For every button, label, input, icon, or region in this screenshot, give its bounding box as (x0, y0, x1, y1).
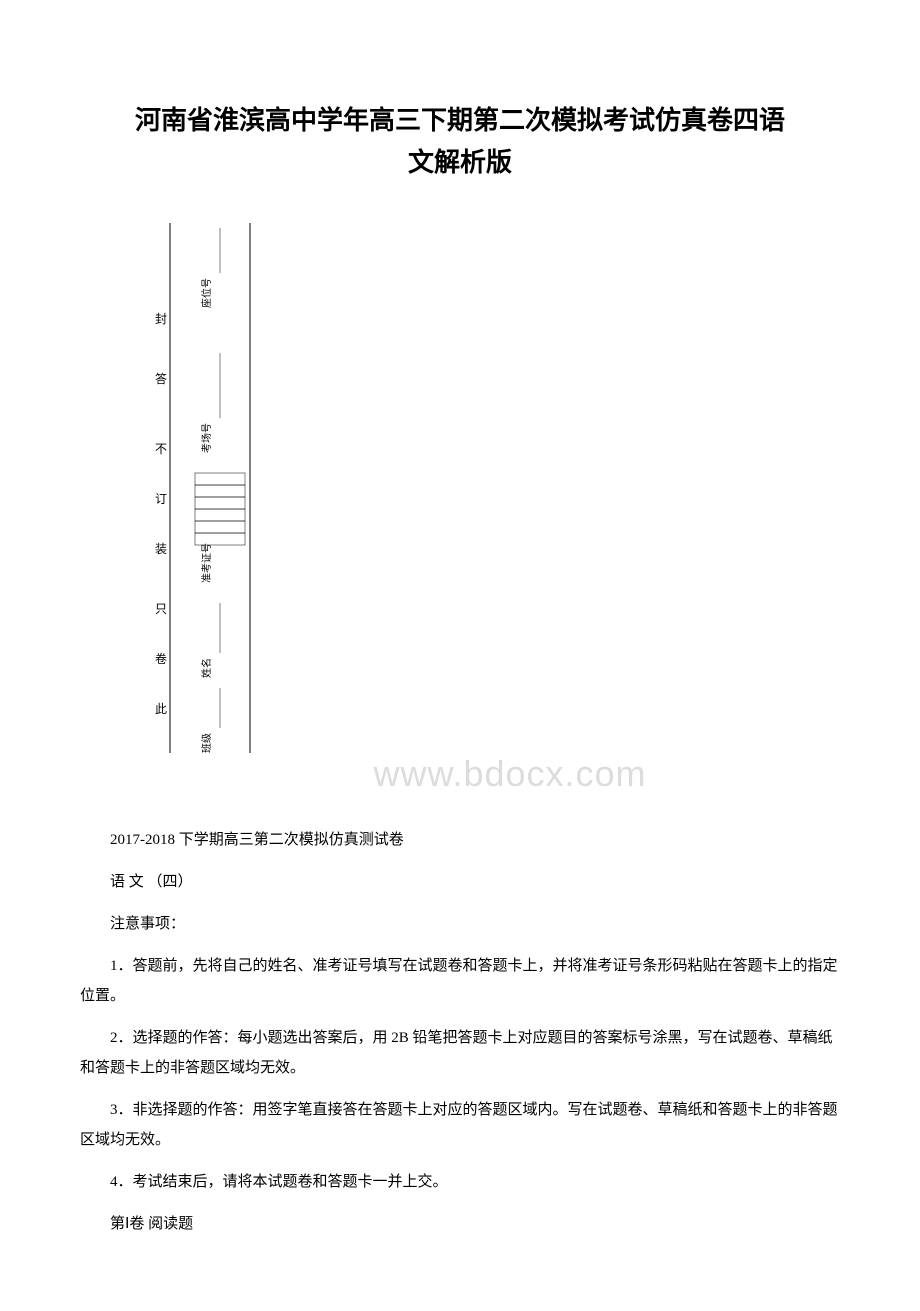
subject-label: 语 文 （四） (80, 867, 840, 897)
vchar-bu: 不 (155, 442, 167, 456)
vchar-ding: 订 (155, 492, 167, 506)
answer-sheet-stub-diagram: 此 卷 只 装 订 不 答 封 座位号 考场号 准考证号 (140, 213, 320, 773)
document-title: 河南省淮滨高中学年高三下期第二次模拟考试仿真卷四语 文解析版 (80, 100, 840, 183)
label-kaochang: 考场号 (200, 423, 213, 453)
watermark-text: www.bdocx.com (180, 753, 840, 795)
label-xingming: 姓名 (200, 658, 213, 678)
title-line-1: 河南省淮滨高中学年高三下期第二次模拟考试仿真卷四语 (135, 105, 785, 135)
label-zhunkaozheng: 准考证号 (201, 543, 213, 583)
instruction-2: 2．选择题的作答：每小题选出答案后，用 2B 铅笔把答题卡上对应题目的答案标号涂… (80, 1023, 840, 1083)
vchar-da: 答 (155, 371, 167, 386)
vchar-juan: 卷 (155, 651, 167, 666)
instruction-4: 4．考试结束后，请将本试题卷和答题卡一并上交。 (80, 1167, 840, 1197)
label-zuowei: 座位号 (200, 278, 213, 308)
vchar-ci: 此 (155, 702, 167, 716)
instruction-3: 3．非选择题的作答：用签字笔直接答在答题卡上对应的答题区域内。写在试题卷、草稿纸… (80, 1095, 840, 1155)
stub-svg: 此 卷 只 装 订 不 答 封 座位号 考场号 准考证号 (140, 213, 320, 773)
title-line-2: 文解析版 (408, 147, 512, 177)
vchar-feng: 封 (155, 312, 167, 326)
subtitle-exam: 2017-2018 下学期高三第二次模拟仿真测试卷 (80, 825, 840, 855)
vchar-zhi: 只 (155, 602, 167, 616)
label-banji: 班级 (201, 733, 213, 753)
section-heading: 第Ⅰ卷 阅读题 (80, 1209, 840, 1239)
notice-heading: 注意事项： (80, 909, 840, 939)
instruction-1: 1．答题前，先将自己的姓名、准考证号填写在试题卷和答题卡上，并将准考证号条形码粘… (80, 951, 840, 1011)
vchar-zhuang: 装 (155, 542, 167, 556)
grid-boxes (195, 473, 245, 545)
